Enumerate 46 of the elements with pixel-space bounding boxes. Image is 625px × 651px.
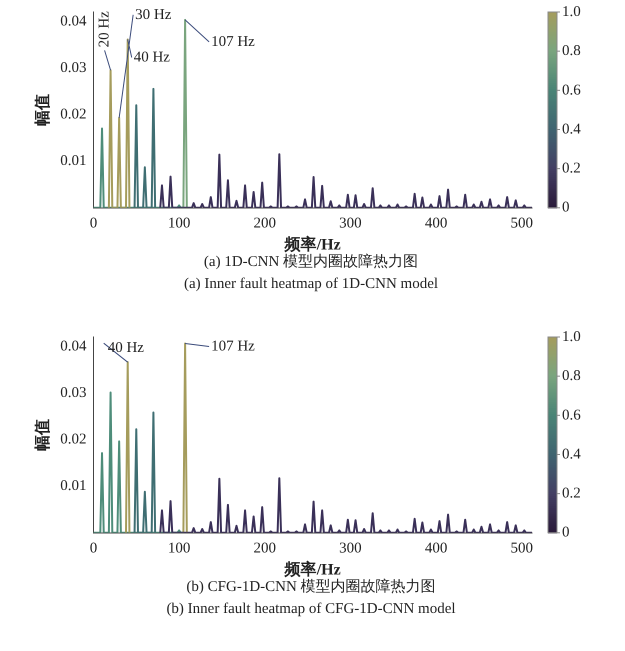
x-tick-label: 200 xyxy=(254,216,276,232)
color-bar-label: 0.2 xyxy=(562,160,581,177)
x-axis-title: 频率/Hz xyxy=(284,560,341,579)
text: (a) 1D-CNN 模型内圈故障热力图 xyxy=(202,252,420,271)
x-tick-label: 0 xyxy=(90,216,98,232)
x-tick-label: 400 xyxy=(424,540,448,557)
x-tick-label: 0 xyxy=(90,540,98,557)
y-axis-title: 幅值 xyxy=(34,418,52,451)
x-axis-title: 频率/Hz xyxy=(284,234,341,254)
y-tick-label: 0.02 xyxy=(60,106,86,122)
color-bar-label: 0.4 xyxy=(562,121,582,138)
y-axis-title: 幅值 xyxy=(34,94,52,126)
color-bar-label: 0.2 xyxy=(562,486,581,502)
annotation: 107 Hz xyxy=(211,34,256,50)
x-tick-label: 400 xyxy=(424,216,448,232)
color-bar-label: 1.0 xyxy=(562,328,581,345)
color-bar-label: 0.4 xyxy=(562,446,582,462)
text: (b) CFG-1D-CNN 模型内圈故障热力图 xyxy=(185,578,437,596)
color-bar-label: 0.6 xyxy=(562,407,582,424)
y-tick-label: 0.04 xyxy=(60,13,87,30)
color-bar-label: 0.6 xyxy=(562,82,582,98)
x-tick-label: 500 xyxy=(510,540,533,557)
color-bar-label: 0 xyxy=(562,524,570,541)
y-tick-label: 0.02 xyxy=(60,432,86,448)
text: (b) Inner fault heatmap of CFG-1D-CNN model xyxy=(165,601,457,618)
x-tick-label: 300 xyxy=(339,540,362,557)
x-tick-label: 500 xyxy=(510,216,533,232)
annotation: 40 Hz xyxy=(108,340,144,356)
annotation: 107 Hz xyxy=(211,338,256,354)
x-tick-label: 100 xyxy=(168,216,190,232)
annotation: 30 Hz xyxy=(135,6,172,23)
color-bar-label: 1.0 xyxy=(562,4,581,20)
color-bar-label: 0.8 xyxy=(562,43,581,60)
color-bar-label: 0 xyxy=(562,200,570,216)
y-tick-label: 0.03 xyxy=(60,384,86,401)
text: (a) Inner fault heatmap of 1D-CNN model xyxy=(182,276,440,293)
y-tick-label: 0.01 xyxy=(60,153,86,170)
annotation: 20 Hz xyxy=(96,10,113,48)
color-bar-label: 0.8 xyxy=(562,368,581,384)
annotation: 40 Hz xyxy=(134,49,170,66)
y-tick-label: 0.03 xyxy=(60,60,86,76)
x-tick-label: 300 xyxy=(339,216,362,232)
x-tick-label: 100 xyxy=(168,540,190,557)
x-tick-label: 200 xyxy=(254,540,276,557)
y-tick-label: 0.04 xyxy=(60,338,87,354)
y-tick-label: 0.01 xyxy=(60,478,86,494)
